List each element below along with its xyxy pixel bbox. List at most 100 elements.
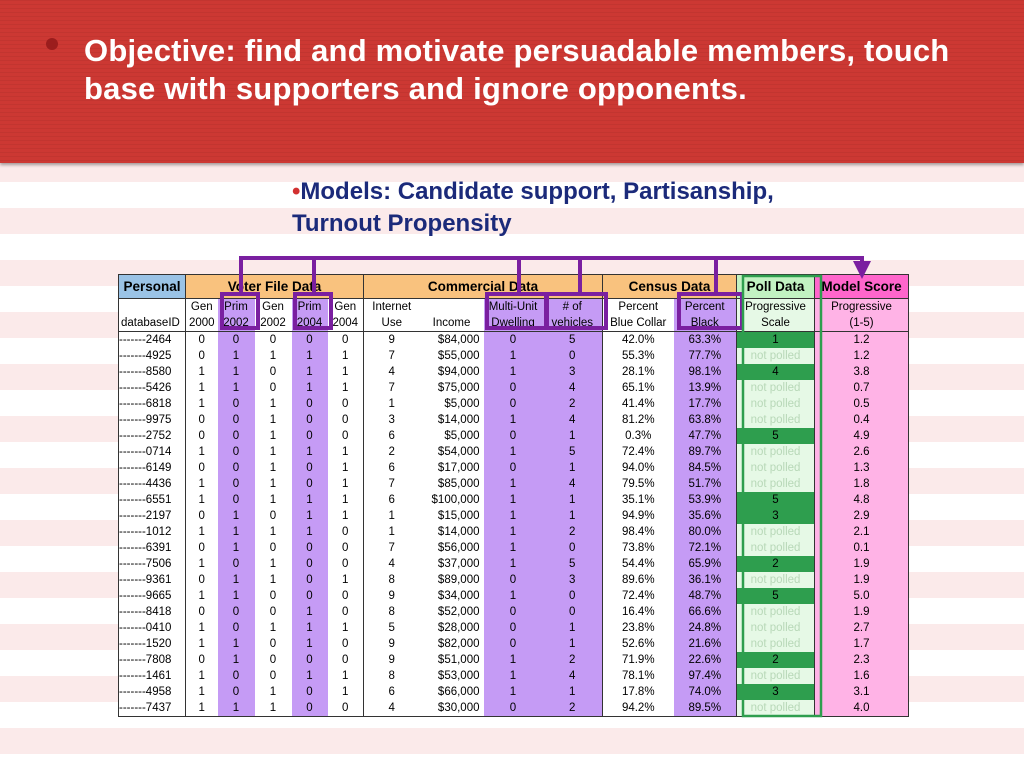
header-income-top [420,299,484,316]
cell-black: 77.7% [673,348,737,364]
cell-gen2002: 1 [269,574,277,586]
cell-internet: 2 [363,444,420,460]
cell-gen2002: 1 [269,494,277,506]
cell-prim2004: 1 [291,492,328,508]
cell-bluecollar: 79.5% [602,476,674,492]
cell-internet: 9 [363,652,420,668]
cell-black: 51.7% [673,476,737,492]
cell-gen2002: 1 [254,700,292,717]
cell-model: 1.2 [814,331,909,348]
table-row: -------4958 1 0 1 0 1 6 $66,000 1 1 17.8% 74.0% 3 3.1 [118,684,909,700]
cell-model: 0.4 [814,412,909,428]
cell-prim2002: 0 [217,556,255,572]
cell-bluecollar: 94.9% [602,508,674,524]
cell-prim2004: 0 [291,700,328,717]
cell-model: 1.3 [814,460,909,476]
header-gen2004: 2004 [327,315,364,332]
header-prim2004-top: Prim [291,298,328,315]
cell-id: -------6551 [118,492,186,508]
cell-vehicles: 2 [542,700,603,717]
cell-gen2004: 1 [342,686,349,698]
models-text: Models: Candidate support, Partisanship,… [292,178,774,237]
cell-id: -------2752 [118,428,186,444]
cell-gen2004: 1 [342,382,349,394]
table-row: -------2197 0 1 0 1 1 1 $15,000 1 1 94.9% 35.6% 3 2.9 [118,508,909,524]
cell-multiunit: 1 [483,444,543,460]
cell-gen2000: 0 [185,540,218,556]
cell-id: -------0410 [118,620,186,636]
cell-gen2004: 1 [342,446,349,458]
cell-gen2004: 0 [342,590,349,602]
header-bullet [46,38,58,50]
cell-income: $30,000 [419,700,484,717]
slide-header: Objective: find and motivate persuadable… [0,0,1024,163]
cell-model: 0.7 [814,380,909,396]
cell-multiunit: 0 [483,604,543,620]
cell-vehicles: 1 [542,460,603,476]
cell-income: $14,000 [437,526,480,538]
cell-poll: 2 [736,556,815,572]
cell-vehicles: 0 [542,588,603,604]
cell-id: -------6391 [118,540,186,556]
cell-gen2002: 0 [269,606,277,618]
cell-multiunit: 0 [483,636,543,652]
cell-income: $54,000 [437,446,480,458]
cell-internet: 9 [363,588,420,604]
cell-prim2002: 0 [217,428,255,444]
cell-internet: 4 [363,364,420,380]
cell-vehicles: 1 [542,508,603,524]
cell-gen2004: 0 [342,638,349,650]
header-poll: Scale [736,315,815,332]
cell-gen2000: 1 [185,364,218,380]
cell-multiunit: 1 [483,668,543,684]
cell-income: $5,000 [444,398,480,410]
cell-bluecollar: 55.3% [602,348,674,364]
cell-gen2000: 1 [185,700,218,717]
cell-internet: 4 [363,556,420,572]
group-commercial: Commercial Data [363,274,603,299]
cell-gen2000: 1 [185,556,218,572]
cell-gen2000: 1 [185,380,218,396]
cell-id: -------7437 [118,700,186,717]
column-header-row-2: databaseID 2000 2002 2002 2004 2004 Use … [118,315,909,332]
cell-income: $51,000 [437,654,480,666]
cell-model: 3.1 [814,684,909,700]
cell-model: 1.7 [814,636,909,652]
header-bluecollar: Blue Collar [602,315,674,332]
cell-internet: 4 [363,700,420,717]
header-prim2004: 2004 [291,315,328,332]
cell-vehicles: 5 [542,331,603,348]
cell-id: -------7808 [118,652,186,668]
cell-model: 3.8 [814,364,909,380]
cell-poll: 3 [736,684,815,700]
cell-internet: 7 [363,476,420,492]
cell-bluecollar: 42.0% [602,331,674,348]
cell-vehicles: 4 [542,380,603,396]
cell-id: -------4958 [118,684,186,700]
cell-bluecollar: 71.9% [602,652,674,668]
cell-multiunit: 0 [483,460,543,476]
cell-income: $85,000 [437,478,480,490]
cell-prim2002: 0 [217,476,255,492]
cell-income: $37,000 [437,558,480,570]
cell-multiunit: 1 [483,588,543,604]
cell-bluecollar: 94.0% [602,460,674,476]
cell-multiunit: 1 [483,476,543,492]
cell-multiunit: 1 [483,412,543,428]
cell-prim2002: 0 [217,331,255,348]
cell-multiunit: 1 [483,524,543,540]
cell-bluecollar: 98.4% [602,524,674,540]
header-poll-top: Progressive [736,298,815,315]
cell-gen2002: 1 [269,462,277,474]
cell-income: $52,000 [437,606,480,618]
cell-income: $94,000 [437,366,480,378]
cell-bluecollar: 54.4% [602,556,674,572]
cell-vehicles: 1 [542,684,603,700]
cell-model: 1.9 [814,604,909,620]
cell-prim2002: 1 [217,524,255,540]
table-row: -------7506 1 0 1 0 0 4 $37,000 1 5 54.4% 65.9% 2 1.9 [118,556,909,572]
cell-poll: not polled [736,380,815,396]
cell-bluecollar: 17.8% [602,684,674,700]
cell-gen2004: 1 [342,366,349,378]
cell-model: 0.5 [814,396,909,412]
